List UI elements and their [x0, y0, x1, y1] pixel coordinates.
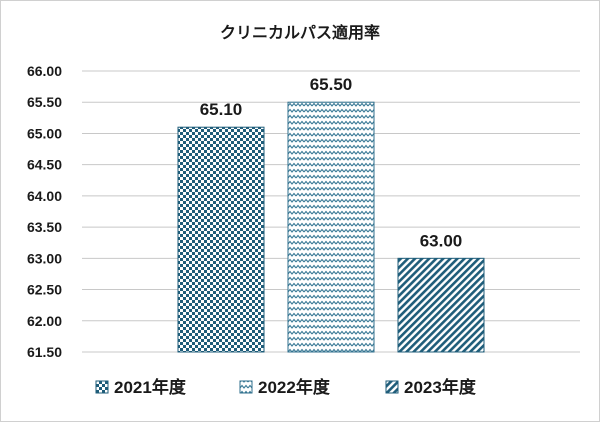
bars	[177, 101, 485, 353]
legend: 2021年度 2022年度 2023年度	[95, 377, 477, 397]
legend-label: 2023年度	[404, 377, 477, 397]
y-tick-label: 66.00	[27, 63, 62, 79]
legend-label: 2022年度	[258, 377, 331, 397]
bar-1	[177, 126, 265, 353]
legend-label: 2021年度	[114, 377, 187, 397]
y-tick-label: 63.50	[27, 219, 62, 235]
y-tick-label: 64.00	[27, 188, 62, 204]
y-tick-label: 64.50	[27, 157, 62, 173]
legend-item-2: 2022年度	[239, 377, 331, 397]
data-label-2: 65.50	[310, 75, 353, 94]
data-label-1: 65.10	[200, 100, 243, 119]
y-tick-label: 61.50	[27, 344, 62, 360]
legend-item-3: 2023年度	[385, 377, 477, 397]
legend-item-1: 2021年度	[95, 377, 187, 397]
bar-2	[287, 101, 375, 353]
legend-swatch	[95, 380, 109, 394]
chart-title: クリニカルパス適用率	[220, 23, 380, 42]
data-label-3: 63.00	[420, 231, 463, 250]
legend-swatch	[385, 380, 399, 394]
y-tick-label: 65.50	[27, 94, 62, 110]
y-tick-label: 65.00	[27, 125, 62, 141]
y-tick-label: 63.00	[27, 250, 62, 266]
legend-swatch	[239, 380, 253, 394]
y-tick-label: 62.00	[27, 313, 62, 329]
bar-3	[397, 257, 485, 353]
data-labels: 65.10 65.50 63.00	[200, 75, 463, 250]
y-axis-ticks: 61.50 62.00 62.50 63.00 63.50 64.00 64.50 65.00…	[27, 63, 62, 360]
y-tick-label: 62.50	[27, 282, 62, 298]
